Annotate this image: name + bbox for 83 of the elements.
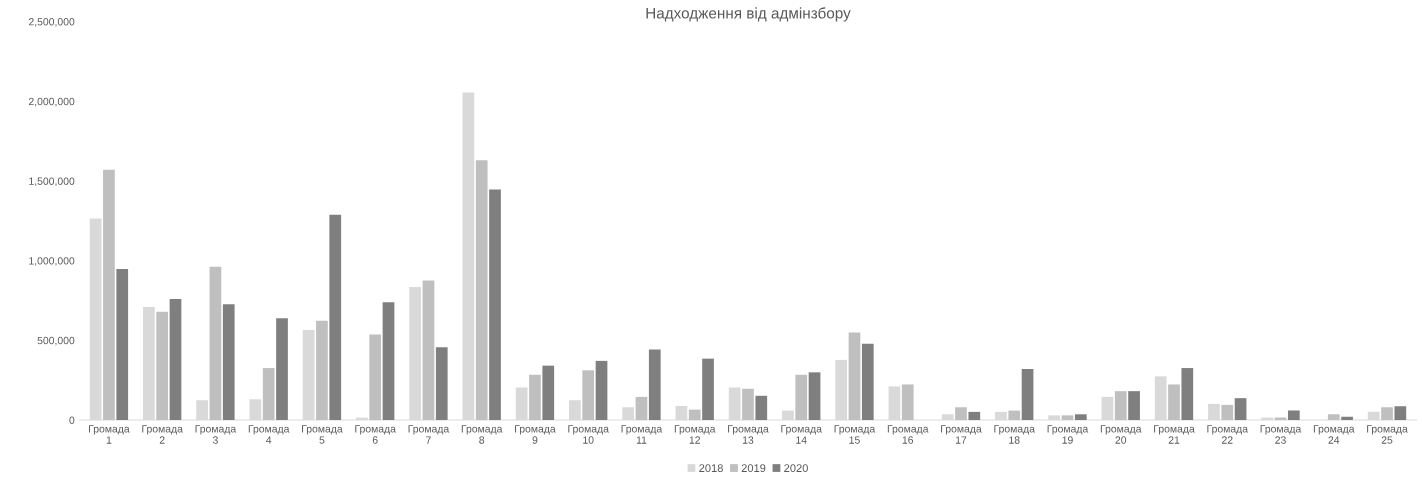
x-tick-label: Громада 2 [142,425,183,444]
legend-label: 2018 [699,464,723,473]
x-tick-label: Громада 20 [1100,425,1142,444]
bar [808,372,821,420]
x-tick-label: Громада 8 [461,425,503,444]
bar [688,409,701,420]
x-tick-label: Громада 15 [834,425,876,444]
bar [435,347,448,420]
bar [489,189,501,420]
y-tick-label: 0 [69,416,75,424]
bar [742,388,754,420]
x-tick-label: Громада 3 [195,425,237,444]
x-tick-label: Громада 6 [355,425,396,444]
bar [595,360,608,420]
bar [1074,414,1087,420]
bar [861,343,874,420]
bar [1221,404,1234,420]
x-tick-label: Громада 25 [1367,425,1408,444]
x-tick-label: Громада 14 [781,425,822,444]
x-tick-label: Громада 24 [1313,425,1355,444]
chart-title: Надходження від адмінзбору [646,7,851,22]
x-tick-label: Громада 7 [408,425,450,444]
bar [209,266,222,420]
bar [1327,414,1340,420]
bar [755,395,768,420]
y-tick-label: 1,500,000 [29,177,75,187]
x-tick-label: Громада 12 [674,425,716,444]
bar [648,349,661,420]
legend-label: 2019 [741,464,766,473]
bar [529,374,541,420]
y-tick-label: 1,000,000 [29,257,75,266]
bar [795,374,808,420]
x-tick-label: Громада 11 [621,425,663,444]
x-tick-label: Громада 5 [302,425,343,444]
bar [262,368,275,420]
bar [1114,391,1127,420]
bar [475,160,488,420]
bar [316,320,328,420]
x-tick-label: Громада 9 [515,425,556,444]
bar [169,298,182,420]
bar [968,411,981,420]
bar [1341,416,1353,420]
y-tick-label: 500,000 [37,336,75,346]
x-tick-label: Громада 22 [1207,425,1248,444]
bar [901,384,914,420]
y-tick-label: 2,000,000 [28,97,75,107]
bar [329,214,342,420]
bar [1128,391,1140,420]
x-tick-label: Громада 10 [568,425,609,444]
bar [369,334,382,420]
bar [422,280,435,420]
x-tick-label: Громада 23 [1260,425,1302,444]
bar [542,365,555,420]
y-tick-label: 2,500,000 [28,18,75,27]
x-tick-label: Громада 17 [941,425,982,444]
bar [635,396,648,420]
bar [1181,368,1194,420]
bar [382,302,395,420]
bar [582,370,595,420]
bar [848,332,861,420]
bar [1287,410,1300,420]
bar [1021,369,1034,420]
bar [1061,415,1074,420]
bar [156,311,169,420]
x-tick-label: Громада 4 [248,425,290,444]
x-tick-label: Громада 13 [728,425,769,444]
x-tick-label: Громада 21 [1154,425,1195,444]
legend-label: 2020 [784,464,808,473]
bar [1008,410,1021,420]
x-tick-label: Громада 16 [887,425,929,444]
bar [955,407,967,420]
x-tick-label: Громада 18 [994,425,1035,444]
bar [103,169,115,420]
bar [1394,406,1407,420]
bar [702,358,714,420]
bar [1168,384,1180,420]
bar [222,304,235,420]
x-tick-label: Громада 19 [1047,425,1089,444]
x-tick-label: Громада 1 [89,425,130,444]
bar [1234,398,1247,420]
bar [1381,407,1393,420]
bar [116,269,129,420]
bar [276,318,288,420]
